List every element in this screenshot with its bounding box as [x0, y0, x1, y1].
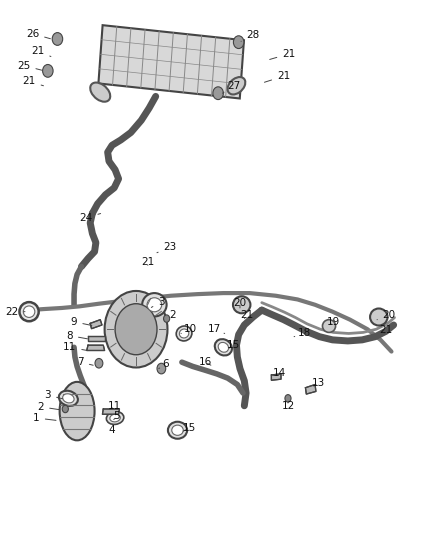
Polygon shape	[272, 374, 281, 380]
Text: 21: 21	[31, 46, 51, 56]
Ellipse shape	[59, 391, 78, 406]
Circle shape	[62, 405, 68, 413]
Text: 4: 4	[109, 425, 115, 435]
Text: 7: 7	[77, 357, 93, 367]
Text: 9: 9	[71, 317, 92, 327]
Text: 26: 26	[26, 29, 50, 39]
Ellipse shape	[322, 320, 336, 333]
Ellipse shape	[180, 329, 189, 338]
Text: 21: 21	[240, 310, 253, 320]
Text: 24: 24	[79, 213, 101, 223]
Text: 6: 6	[159, 359, 169, 369]
Ellipse shape	[60, 382, 95, 440]
Circle shape	[213, 87, 223, 100]
Text: 21: 21	[22, 77, 43, 86]
Polygon shape	[87, 345, 105, 351]
Ellipse shape	[168, 422, 187, 439]
Text: 1: 1	[33, 413, 56, 423]
Text: 17: 17	[208, 324, 225, 334]
Text: 11: 11	[108, 401, 121, 411]
Ellipse shape	[147, 298, 162, 312]
Ellipse shape	[23, 306, 35, 318]
Text: 27: 27	[223, 82, 240, 93]
Polygon shape	[305, 384, 316, 394]
Text: 21: 21	[265, 71, 290, 82]
Polygon shape	[88, 336, 106, 341]
Ellipse shape	[370, 309, 388, 326]
Text: 10: 10	[181, 324, 197, 334]
Ellipse shape	[110, 414, 120, 422]
Text: 3: 3	[45, 390, 63, 400]
Text: 20: 20	[233, 297, 247, 308]
Text: 20: 20	[377, 310, 396, 320]
Text: 15: 15	[183, 423, 196, 433]
Ellipse shape	[63, 394, 74, 403]
Text: 22: 22	[5, 306, 25, 317]
Text: 19: 19	[327, 317, 340, 327]
Polygon shape	[102, 409, 120, 414]
Circle shape	[233, 36, 244, 49]
Text: 28: 28	[241, 30, 260, 42]
Ellipse shape	[218, 342, 229, 352]
Text: 18: 18	[294, 328, 311, 338]
Circle shape	[105, 291, 167, 368]
Text: 14: 14	[272, 368, 286, 378]
Circle shape	[285, 394, 291, 402]
Text: 13: 13	[312, 378, 325, 389]
Ellipse shape	[90, 83, 110, 102]
Ellipse shape	[172, 425, 183, 435]
Ellipse shape	[215, 339, 232, 356]
Text: 8: 8	[67, 330, 88, 341]
Text: 21: 21	[270, 49, 296, 60]
Polygon shape	[90, 320, 102, 329]
Circle shape	[163, 315, 170, 322]
Text: 11: 11	[63, 342, 88, 352]
Ellipse shape	[19, 302, 39, 321]
Ellipse shape	[142, 293, 166, 317]
Ellipse shape	[228, 77, 245, 94]
Ellipse shape	[106, 411, 124, 424]
Ellipse shape	[233, 296, 251, 313]
Text: 16: 16	[198, 357, 212, 367]
Circle shape	[157, 364, 166, 374]
Text: 2: 2	[163, 310, 176, 320]
Text: 25: 25	[17, 61, 42, 70]
Text: 12: 12	[281, 401, 295, 411]
Circle shape	[42, 64, 53, 77]
Text: 3: 3	[151, 296, 165, 308]
Text: 2: 2	[38, 402, 59, 412]
Text: 15: 15	[226, 340, 240, 350]
Polygon shape	[99, 25, 244, 99]
Text: 23: 23	[157, 243, 177, 253]
Text: 21: 21	[379, 325, 392, 335]
Text: 21: 21	[141, 257, 155, 267]
Circle shape	[52, 33, 63, 45]
Ellipse shape	[176, 326, 192, 341]
Text: 5: 5	[113, 411, 120, 422]
Circle shape	[115, 304, 157, 355]
Circle shape	[95, 359, 103, 368]
